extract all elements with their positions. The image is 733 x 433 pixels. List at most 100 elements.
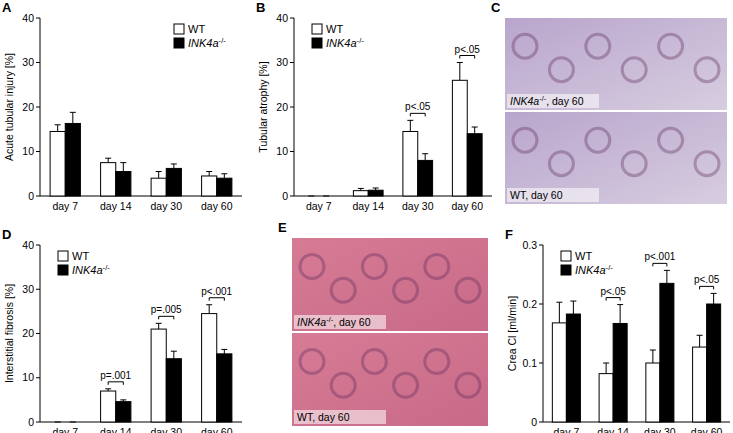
- error-cap: [171, 163, 177, 164]
- error-stem: [57, 125, 58, 132]
- y-tick: [36, 333, 40, 334]
- y-tick: [36, 151, 40, 152]
- error-cap: [221, 173, 227, 174]
- text-part: INK4a: [575, 264, 606, 276]
- error-stem: [606, 363, 607, 374]
- y-axis-label: Tubular atrophy [%]: [257, 61, 269, 152]
- caption-bg: [507, 94, 599, 108]
- bracket-line: [108, 382, 123, 385]
- y-tick-label: 20: [276, 101, 288, 113]
- error-bar: [650, 350, 656, 363]
- image-panel: EINK4a-/-, day 60WT, day 60: [278, 220, 488, 426]
- error-cap: [407, 120, 413, 121]
- y-tick: [36, 18, 40, 19]
- error-bar: [206, 305, 212, 314]
- annotation: p=.005: [151, 304, 182, 315]
- tissue-texture: [425, 255, 449, 279]
- y-tick: [290, 18, 294, 19]
- error-stem: [425, 154, 426, 161]
- legend-swatch: [58, 251, 68, 261]
- legend-swatch: [312, 24, 322, 34]
- legend: WTINK4a-/-: [312, 23, 364, 49]
- error-bar: [70, 422, 76, 423]
- panel-letter: A: [2, 0, 12, 15]
- legend-label: INK4a-/-: [72, 263, 110, 277]
- error-stem: [666, 270, 667, 283]
- bracket-line: [606, 298, 620, 301]
- error-cap: [221, 349, 227, 350]
- error-bar: [373, 188, 379, 190]
- error-cap: [603, 363, 609, 364]
- error-bar: [407, 120, 413, 131]
- error-bar: [156, 323, 162, 329]
- error-cap: [308, 196, 314, 197]
- significance-bracket: p<.05: [405, 101, 431, 116]
- error-cap: [70, 112, 76, 113]
- panel-letter: C: [491, 0, 501, 15]
- y-tick-label: 40: [22, 239, 34, 251]
- error-cap: [105, 158, 111, 159]
- panel-letter: B: [256, 0, 265, 15]
- legend-label: WT: [188, 23, 205, 35]
- y-tick: [539, 245, 543, 246]
- caption-bg: [507, 188, 599, 202]
- bar: [418, 160, 433, 196]
- error-stem: [573, 301, 574, 314]
- error-stem: [173, 351, 174, 359]
- tissue-texture: [331, 373, 355, 397]
- tissue-texture: [513, 34, 537, 58]
- micrograph: [505, 112, 727, 204]
- tissue-texture: [622, 58, 646, 82]
- x-tick-label: day 7: [52, 200, 78, 212]
- legend-swatch: [174, 38, 184, 48]
- error-cap: [472, 127, 478, 128]
- tissue-texture: [659, 34, 683, 58]
- error-bar: [358, 188, 364, 190]
- bracket-line: [700, 286, 714, 289]
- error-bar: [171, 351, 177, 359]
- bar: [566, 314, 580, 422]
- error-bar: [697, 335, 703, 347]
- bracket-line: [159, 316, 174, 319]
- tissue-texture: [300, 350, 324, 374]
- error-stem: [559, 302, 560, 323]
- y-tick: [290, 62, 294, 63]
- x-tick-label: day 14: [100, 426, 132, 433]
- panel-letter: E: [278, 220, 287, 235]
- error-cap: [650, 350, 656, 351]
- x-tick-label: day 30: [150, 200, 182, 212]
- error-bar: [105, 389, 111, 391]
- error-stem: [108, 158, 109, 162]
- x-tick-label: day 30: [644, 426, 676, 433]
- error-cap: [373, 187, 379, 188]
- bar: [319, 196, 334, 197]
- micrograph: [292, 333, 488, 426]
- bracket-line: [653, 263, 667, 266]
- error-cap: [206, 171, 212, 172]
- chart-panel: AAcute tubular injury [%]010203040day 7d…: [2, 0, 242, 212]
- legend-label: WT: [575, 250, 592, 262]
- bar: [166, 359, 181, 422]
- tissue-texture: [300, 255, 324, 279]
- error-stem: [209, 305, 210, 314]
- bar: [101, 163, 116, 196]
- error-stem: [224, 174, 225, 178]
- error-stem: [410, 120, 411, 131]
- image-caption: WT, day 60: [510, 189, 563, 201]
- x-tick-label: day 60: [691, 426, 723, 433]
- tissue-texture: [456, 278, 480, 302]
- y-tick: [539, 422, 543, 423]
- bar: [151, 178, 166, 196]
- error-stem: [72, 112, 73, 123]
- y-tick: [290, 196, 294, 197]
- bar: [707, 304, 721, 422]
- text-part: , day 60: [546, 95, 584, 107]
- x-tick-label: day 14: [597, 426, 629, 433]
- panel-letter: D: [2, 227, 11, 242]
- caption-bg: [294, 315, 386, 329]
- text-part: INK4a: [72, 264, 103, 276]
- text-part: INK4a: [326, 37, 357, 49]
- y-tick-label: 0: [282, 190, 288, 202]
- y-tick: [290, 151, 294, 152]
- error-bar: [711, 293, 717, 304]
